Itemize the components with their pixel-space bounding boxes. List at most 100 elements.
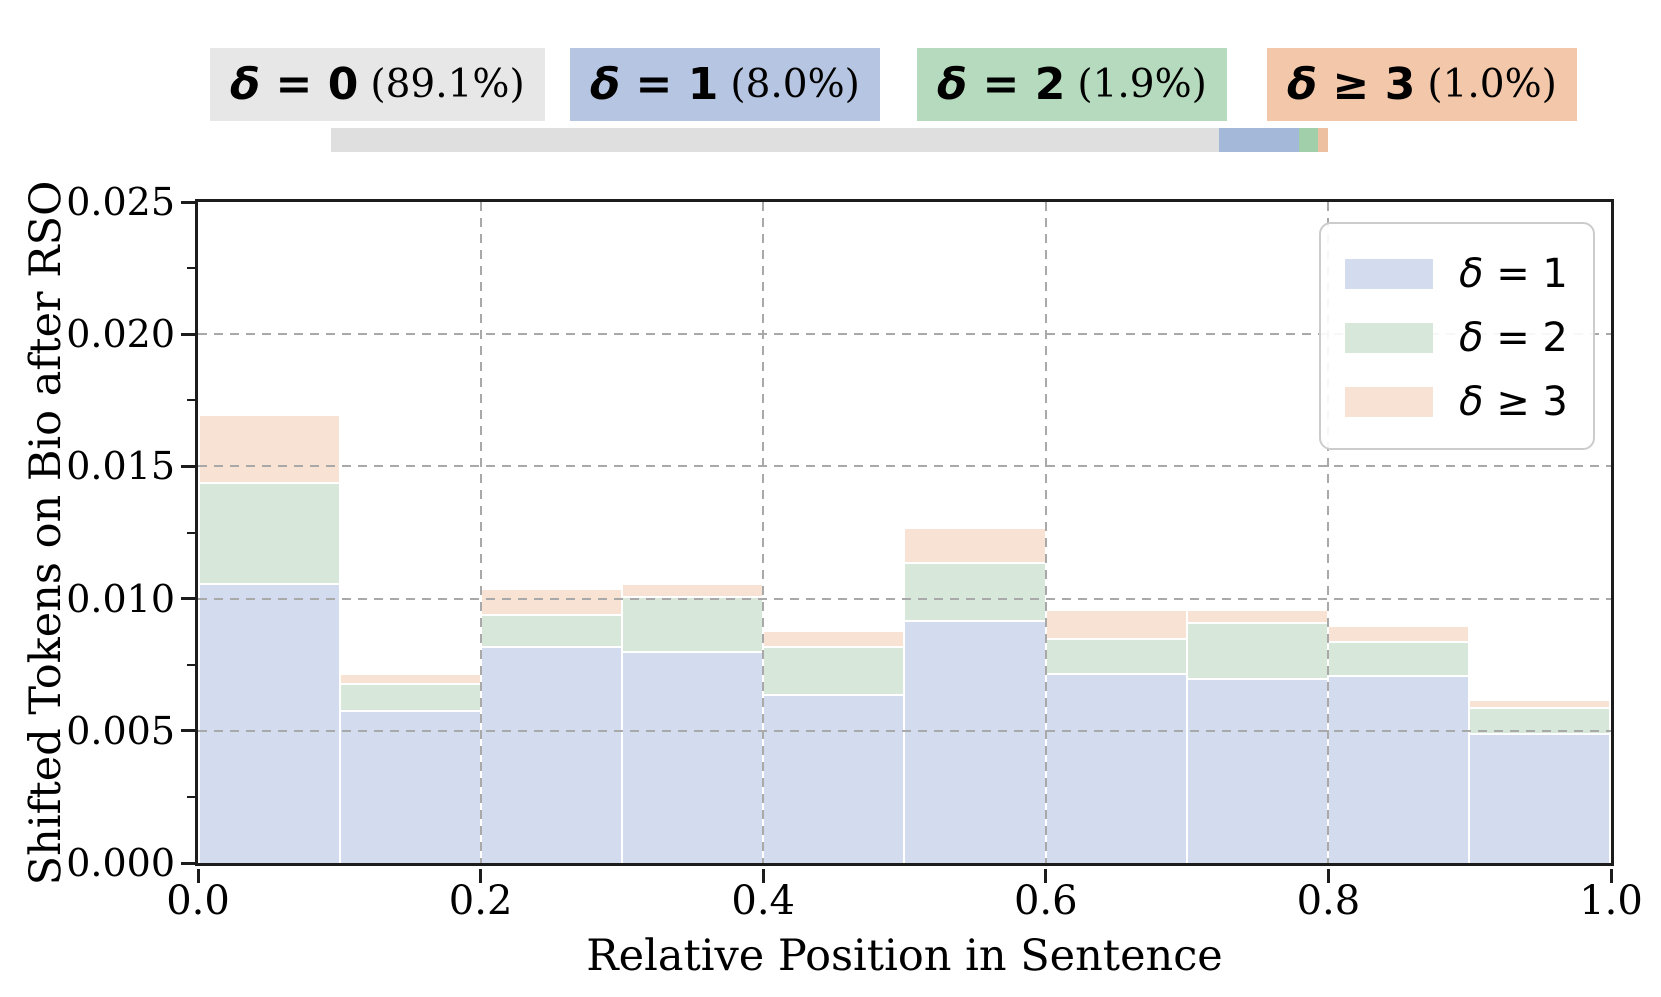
badge-percent: (1.9%) [1077, 62, 1207, 107]
y-tick-label-0.020: 0.020 [66, 312, 175, 357]
legend-entry-2: δ = 2 [1321, 306, 1593, 370]
bar-segment-series-3 [1046, 609, 1186, 639]
y-tick-label-0.015: 0.015 [66, 444, 175, 489]
badge-delta-2: δ = 2 (1.9%) [917, 48, 1227, 121]
legend-swatch-1 [1345, 259, 1433, 289]
bar-segment-series-1 [1328, 675, 1468, 863]
y-tick-label-0.010: 0.010 [66, 576, 175, 621]
x-tick-label-0.8: 0.8 [1296, 878, 1361, 924]
bar-segment-series-1 [482, 646, 622, 863]
bar-segment-series-1 [764, 693, 904, 863]
legend-entry-1: δ = 1 [1321, 242, 1593, 306]
badge-percent: (8.0%) [730, 62, 860, 107]
x-tick-label-0.6: 0.6 [1013, 878, 1078, 924]
badge-label: δ = 1 [590, 59, 719, 110]
bar-segment-series-2 [764, 646, 904, 694]
proportion-segment-delta-2 [1299, 128, 1318, 152]
delta-symbol: δ [1459, 379, 1484, 425]
bar-segment-series-3 [1469, 699, 1609, 708]
bar-bin-0.1-0.2 [339, 202, 481, 863]
y-minor-tick [187, 399, 195, 402]
bar-bin-0.0-0.1 [198, 202, 340, 863]
legend-label-2: δ = 2 [1459, 315, 1568, 361]
bar-segment-series-1 [1046, 672, 1186, 863]
badge-delta-1: δ = 1 (8.0%) [570, 48, 880, 121]
legend-entry-3: δ ≥ 3 [1321, 370, 1593, 434]
x-tick-0.6 [1044, 869, 1048, 883]
bar-segment-series-3 [1328, 625, 1468, 641]
bar-segment-series-3 [200, 413, 340, 483]
bar-segment-series-1 [1187, 677, 1327, 863]
delta-symbol: δ [937, 59, 968, 110]
bar-bin-0.6-0.7 [1044, 202, 1186, 863]
legend-label-1: δ = 1 [1459, 251, 1568, 297]
legend-label-3: δ ≥ 3 [1459, 379, 1568, 425]
y-minor-tick [187, 663, 195, 666]
badge-delta-0: δ = 0 (89.1%) [210, 48, 545, 121]
legend-swatch-3 [1345, 387, 1433, 417]
bars-layer [198, 202, 1611, 863]
y-tick-0.010 [181, 597, 195, 601]
badge-delta-3plus: δ ≥ 3 (1.0%) [1267, 48, 1577, 121]
delta-symbol: δ [230, 59, 261, 110]
bar-bin-0.5-0.6 [903, 202, 1045, 863]
bar-bin-0.7-0.8 [1185, 202, 1327, 863]
bar-segment-series-2 [623, 595, 763, 652]
bar-bin-0.2-0.3 [480, 202, 622, 863]
bar-segment-series-2 [1328, 640, 1468, 676]
y-minor-tick [187, 531, 195, 534]
y-minor-tick [187, 795, 195, 798]
x-tick-label-1.0: 1.0 [1579, 878, 1643, 924]
x-tick-label-0.2: 0.2 [448, 878, 513, 924]
bar-segment-series-2 [1046, 638, 1186, 673]
x-tick-label-0.4: 0.4 [731, 878, 795, 924]
bar-segment-series-2 [1187, 622, 1327, 678]
bar-segment-series-3 [482, 588, 622, 615]
bar-segment-series-1 [623, 651, 763, 863]
plot-area: 0.000 0.005 0.010 0.015 0.020 0.025 0.0 0.2 0.4… [21, 180, 1643, 981]
x-tick-0.8 [1326, 869, 1330, 883]
badge-label: δ = 2 [937, 59, 1066, 110]
bar-segment-series-3 [905, 527, 1045, 562]
bar-segment-series-1 [341, 709, 481, 863]
x-tick-label-0.0: 0.0 [166, 878, 230, 924]
proportion-bar [331, 128, 1328, 152]
bar-segment-series-2 [1469, 707, 1609, 734]
y-tick-0.015 [181, 464, 195, 468]
y-tick-label-0.000: 0.000 [66, 841, 175, 885]
bar-segment-series-1 [200, 582, 340, 863]
bar-bin-0.8-0.9 [1326, 202, 1468, 863]
bar-segment-series-1 [905, 619, 1045, 863]
delta-symbol: δ [1459, 315, 1484, 361]
bar-segment-series-3 [1187, 609, 1327, 623]
proportion-segment-delta-3plus [1318, 128, 1328, 152]
delta-symbol: δ [1287, 59, 1318, 110]
badge-percent: (1.0%) [1427, 62, 1557, 107]
y-tick-0.000 [181, 861, 195, 865]
delta-symbol: δ [590, 59, 621, 110]
y-tick-label-0.025: 0.025 [66, 180, 175, 224]
legend: δ = 1 δ = 2 δ ≥ 3 [1319, 222, 1595, 450]
x-tick-0.0 [196, 869, 200, 883]
bar-segment-series-3 [341, 672, 481, 684]
badge-label: δ = 0 [230, 59, 359, 110]
bar-bin-0.9-1.0 [1467, 202, 1611, 863]
y-tick-label-0.005: 0.005 [66, 708, 175, 753]
y-minor-tick [187, 267, 195, 270]
delta-symbol: δ [1459, 251, 1484, 297]
x-axis-title: Relative Position in Sentence [586, 931, 1223, 981]
bar-bin-0.3-0.4 [621, 202, 763, 863]
bar-segment-series-2 [482, 614, 622, 647]
x-tick-0.4 [761, 869, 765, 883]
y-tick-0.005 [181, 729, 195, 733]
y-tick-0.020 [181, 332, 195, 336]
bar-segment-series-3 [764, 630, 904, 647]
x-tick-1.0 [1609, 869, 1613, 883]
proportion-segment-delta-0 [331, 128, 1220, 152]
y-axis-title: Shifted Tokens on Bio after RSO [21, 180, 71, 885]
x-tick-0.2 [479, 869, 483, 883]
badge-label: δ ≥ 3 [1287, 59, 1416, 110]
badge-percent: (89.1%) [370, 62, 525, 107]
bar-segment-series-2 [200, 482, 340, 583]
